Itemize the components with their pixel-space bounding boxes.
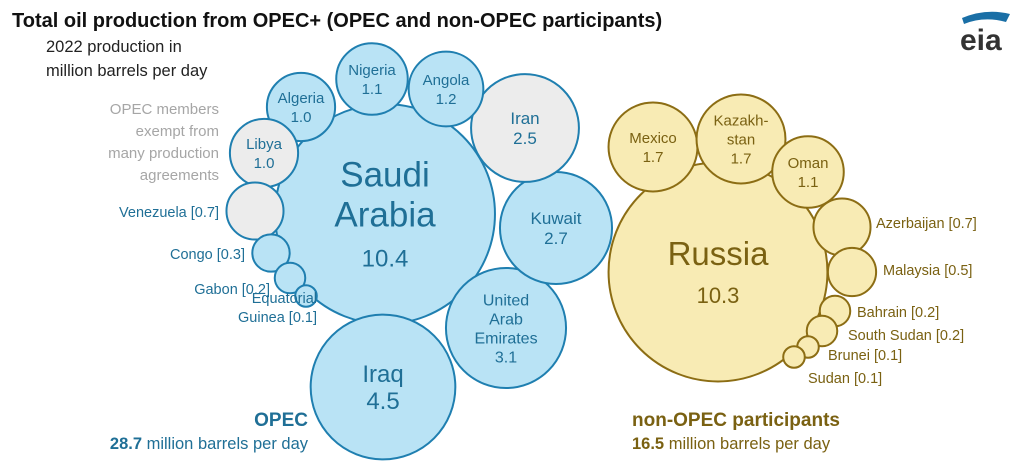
chart-title: Total oil production from OPEC+ (OPEC an… [12, 10, 662, 32]
logo-text: eia [960, 24, 1002, 57]
bubble-label-malaysia: Malaysia [0.5] [883, 263, 972, 279]
bubble-value-russia: 10.3 [697, 283, 740, 308]
bubble-mexico [607, 101, 699, 193]
nonopec-group-legend: non-OPEC participants 16.5 million barre… [632, 410, 840, 453]
bubble-value-algeria: 1.0 [291, 109, 312, 126]
nonopec-total-unit: million barrels per day [664, 435, 831, 453]
bubble-label-bahrain: Bahrain [0.2] [857, 305, 939, 321]
bubble-label-russia-line-1: Russia [668, 235, 770, 272]
bubble-value-mexico: 1.7 [643, 149, 664, 166]
bubble-label-brunei: Brunei [0.1] [828, 348, 902, 364]
opec-group-total: 28.7 million barrels per day [110, 435, 309, 453]
bubble-label-angola-line-1: Angola [423, 72, 470, 89]
bubble-value-united-arab-emirates: 3.1 [495, 349, 517, 366]
bubble-label-sudan: Sudan [0.1] [808, 371, 882, 387]
bubble-label-equatorial-guinea-line-2: Guinea [0.1] [238, 310, 317, 326]
bubble-label-venezuela: Venezuela [0.7] [119, 205, 219, 221]
bubble-united-arab-emirates [444, 266, 568, 390]
bubble-sudan [782, 345, 806, 369]
bubble-iraq [309, 313, 457, 461]
bubble-label-libya-line-1: Libya [246, 136, 283, 153]
bubble-label-iraq-line-1: Iraq [362, 361, 403, 388]
bubble-angola [407, 50, 485, 128]
bubble-gabon [273, 261, 307, 295]
opec-total-value: 28.7 [110, 435, 142, 453]
opec-group-title: OPEC [254, 410, 308, 431]
bubble-label-equatorial-guinea-line-1: Equatorial [252, 291, 317, 307]
bubble-label-south-sudan: South Sudan [0.2] [848, 328, 964, 344]
bubble-kazakh-stan [695, 93, 787, 185]
bubble-value-oman: 1.1 [798, 174, 819, 191]
bubble-venezuela [225, 181, 285, 241]
bubble-label-iran-line-1: Iran [510, 109, 539, 128]
bubble-label-nigeria-line-1: Nigeria [348, 62, 396, 79]
bubble-equatorial-guinea [294, 284, 318, 308]
nonopec-total-value: 16.5 [632, 435, 664, 453]
bubble-label-oman-line-1: Oman [788, 155, 829, 172]
nonopec-group-total: 16.5 million barrels per day [632, 435, 831, 453]
bubble-value-libya: 1.0 [254, 155, 275, 172]
exempt-note-line-1: OPEC members [110, 101, 219, 118]
bubble-value-kuwait: 2.7 [544, 229, 568, 248]
bubble-label-united-arab-emirates-line-1: United [483, 292, 529, 309]
subtitle-line-1: 2022 production in [46, 38, 182, 56]
bubble-label-kazakh-stan-line-1: Kazakh- [713, 112, 768, 129]
bubble-value-iraq: 4.5 [366, 388, 399, 415]
bubble-congo [251, 233, 291, 273]
bubble-label-united-arab-emirates-line-2: Arab [489, 311, 523, 328]
exempt-note-line-4: agreements [140, 167, 219, 184]
bubble-value-nigeria: 1.1 [362, 81, 383, 98]
subtitle-line-2: million barrels per day [46, 62, 208, 80]
nonopec-group-title: non-OPEC participants [632, 410, 840, 431]
bubble-algeria [265, 71, 337, 143]
exempt-note-line-2: exempt from [136, 123, 219, 140]
bubble-oman [771, 135, 845, 209]
bubble-label-mexico-line-1: Mexico [629, 130, 677, 147]
bubble-iran [470, 73, 580, 183]
bubble-label-gabon: Gabon [0.2] [194, 282, 270, 298]
bubble-label-united-arab-emirates-line-3: Emirates [474, 330, 537, 347]
bubbles-layer [225, 42, 878, 461]
bubble-label-congo: Congo [0.3] [170, 247, 245, 263]
opec-total-unit: million barrels per day [142, 435, 309, 453]
eia-logo: eia [960, 11, 1010, 57]
bubble-value-angola: 1.2 [436, 91, 457, 108]
bubble-label-kazakh-stan-line-2: stan [727, 131, 755, 148]
bubble-label-saudi-arabia-line-1: Saudi [340, 156, 430, 195]
bubble-azerbaijan [812, 197, 872, 257]
bubble-label-algeria-line-1: Algeria [278, 90, 325, 107]
bubble-malaysia [826, 246, 878, 298]
opec-group-legend: OPEC 28.7 million barrels per day [110, 410, 309, 453]
bubble-value-iran: 2.5 [513, 129, 537, 148]
exempt-note-line-3: many production [108, 145, 219, 162]
bubble-label-kuwait-line-1: Kuwait [530, 209, 581, 228]
bubble-value-saudi-arabia: 10.4 [362, 246, 409, 273]
bubble-label-azerbaijan: Azerbaijan [0.7] [876, 216, 977, 232]
bubble-label-saudi-arabia-line-2: Arabia [334, 196, 436, 235]
bubble-nigeria [335, 42, 409, 116]
bubble-libya [228, 117, 300, 189]
bubble-value-kazakh-stan: 1.7 [731, 150, 752, 167]
logo-swoosh-icon [962, 11, 1010, 24]
